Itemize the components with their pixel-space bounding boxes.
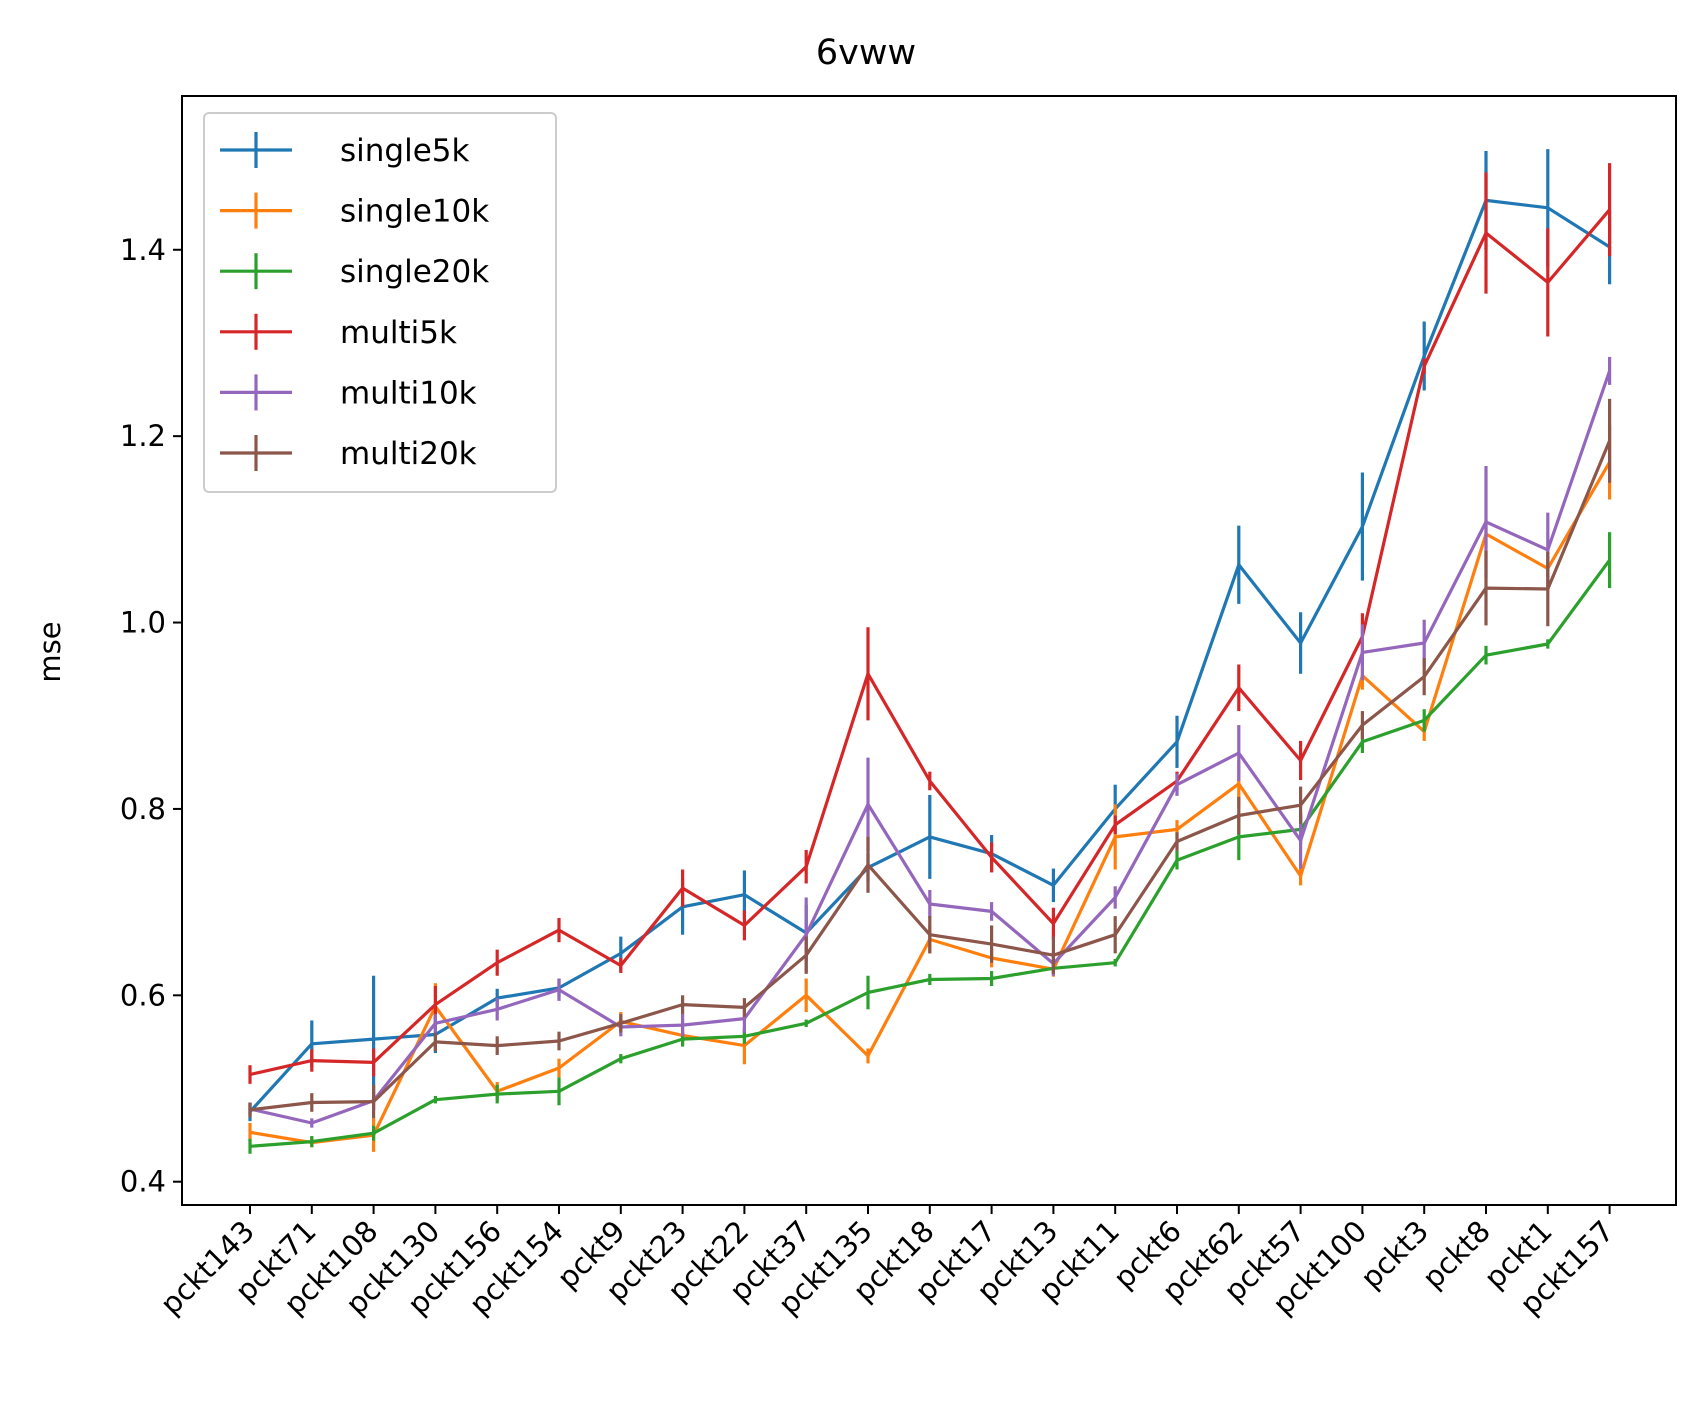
legend-item-multi10k: multi10k [220,374,477,411]
legend-item-single20k: single20k [220,253,489,290]
legend-item-multi20k: multi20k [220,435,477,472]
legend-label: multi5k [340,315,457,351]
y-tick-label: 0.4 [120,1165,166,1199]
series-multi20k [248,398,1612,1119]
series-multi5k [248,163,1612,1084]
y-tick-label: 1.2 [120,419,166,453]
legend-label: multi10k [340,375,477,411]
y-axis-title: mse [33,621,67,682]
legend-label: single5k [340,133,469,169]
y-tick-label: 0.8 [120,792,166,826]
legend-label: multi20k [340,436,477,472]
legend-box [203,112,557,493]
y-tick-label: 1.4 [120,233,166,267]
chart-title: 6vww [816,33,916,73]
y-tick-label: 0.6 [120,978,166,1012]
plot-area [248,149,1612,1154]
legend-label: single20k [340,254,489,290]
legend: single5k single10k single20k multi5k multi10… [203,112,557,493]
legend-item-multi5k: multi5k [220,313,457,351]
legend-item-single10k: single10k [220,192,489,230]
legend-label: single10k [340,194,489,230]
y-tick-label: 1.0 [120,606,166,640]
legend-item-single5k: single5k [220,132,469,169]
